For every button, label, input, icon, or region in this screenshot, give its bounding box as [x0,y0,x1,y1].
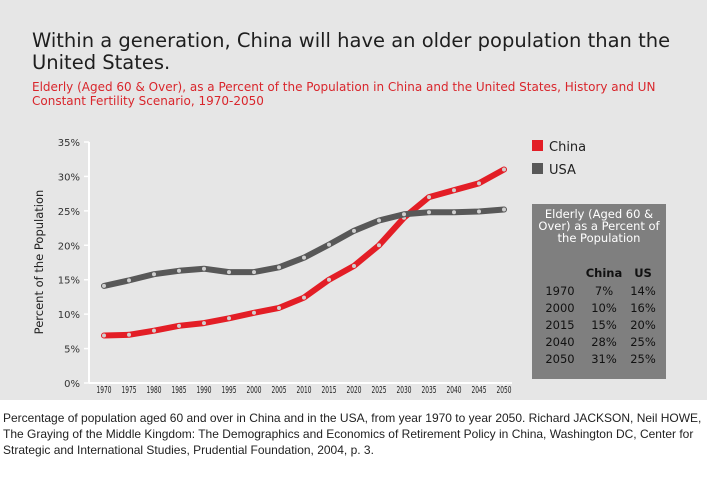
china-data-point [327,277,331,282]
china-data-point [202,321,206,326]
y-tick-label: 10% [58,310,80,321]
usa-data-point [427,210,431,215]
data-table-cell: 2040 [545,335,574,349]
usa-data-point [102,283,106,288]
x-tick-label: 2000 [247,385,262,396]
data-table-cell: 1970 [545,284,574,298]
usa-data-point [327,242,331,247]
figure-caption: Percentage of population aged 60 and ove… [3,411,702,457]
usa-data-point [177,268,181,273]
x-tick-label: 2025 [372,385,387,396]
chart-subtitle: Elderly (Aged 60 & Over), as a Percent o… [32,80,656,108]
usa-data-point [452,210,456,215]
china-data-point [452,188,456,193]
y-tick-label: 25% [58,207,80,218]
china-data-point [502,167,506,172]
usa-data-point [477,209,481,214]
china-data-point [102,333,106,338]
y-tick-label: 5% [64,345,80,356]
legend-label-usa: USA [549,163,576,178]
china-series-line [101,166,507,339]
x-tick-label: 2010 [297,385,312,396]
x-tick-label: 1970 [97,385,112,396]
y-tick-label: 35% [58,138,80,149]
china-data-point [477,181,481,186]
china-data-point [152,328,156,333]
data-table-cell: 2000 [545,301,574,315]
data-table-cell: 14% [630,284,656,298]
x-tick-label: 2040 [447,385,462,396]
data-table-cell: 2050 [545,352,574,366]
y-tick-label: 20% [58,241,80,252]
data-table-title: Elderly (Aged 60 & Over) as a Percent of… [538,208,660,245]
data-table-header: China [586,266,623,280]
usa-data-point [127,278,131,283]
usa-data-point [502,207,506,212]
x-tick-label: 1995 [222,385,237,396]
china-data-point [127,332,131,337]
x-tick-label: 1985 [172,385,187,396]
china-data-point [352,263,356,268]
x-tick-label: 2030 [397,385,412,396]
chart-title: Within a generation, China will have an … [32,29,671,74]
usa-data-point [352,228,356,233]
y-tick-label: 0% [64,379,80,390]
x-tick-label: 2005 [272,385,287,396]
china-data-point [177,323,181,328]
x-tick-label: 2050 [497,385,512,396]
x-tick-label: 2035 [422,385,437,396]
x-tick-label: 1975 [122,385,137,396]
data-table-cell: 10% [591,301,617,315]
data-table-cell: 31% [591,352,617,366]
legend-label-china: China [549,140,586,155]
data-table-cell: 25% [630,352,656,366]
data-table-title-wrapper: Elderly (Aged 60 & Over) as a Percent of… [538,208,660,245]
legend-swatch-usa [532,163,543,174]
x-tick-label: 2015 [322,385,337,396]
usa-data-point [377,218,381,223]
data-table-header: US [634,266,652,280]
legend-swatch-china [532,140,543,151]
data-table-cell: 20% [630,318,656,332]
usa-series-line [101,206,507,289]
china-data-point [252,310,256,315]
usa-data-point [152,272,156,277]
data-table-cell: 7% [595,284,613,298]
usa-data-point [227,270,231,275]
data-table-cell: 25% [630,335,656,349]
china-data-point [227,316,231,321]
china-data-point [377,243,381,248]
x-tick-label: 2020 [347,385,362,396]
data-table-cell: 2015 [545,318,574,332]
china-data-point [277,305,281,310]
y-tick-label: 30% [58,172,80,183]
usa-data-point [202,266,206,271]
x-tick-label: 1990 [197,385,212,396]
china-data-point [427,195,431,200]
line-chart: 0% 5% 10% 15% 20% 25% 30% 35% Percent of the Pop… [32,138,666,396]
data-table-box [532,204,666,379]
x-tick-label: 1980 [147,385,162,396]
china-data-point [302,295,306,300]
y-axis-title: Percent of the Population [32,190,46,335]
usa-data-point [252,270,256,275]
data-table-cell: 15% [591,318,617,332]
x-tick-label: 2045 [472,385,487,396]
y-tick-label: 15% [58,276,80,287]
usa-data-point [302,255,306,260]
data-table-cell: 16% [630,301,656,315]
usa-data-point [277,265,281,270]
data-table-cell: 28% [591,335,617,349]
usa-data-point [402,212,406,217]
